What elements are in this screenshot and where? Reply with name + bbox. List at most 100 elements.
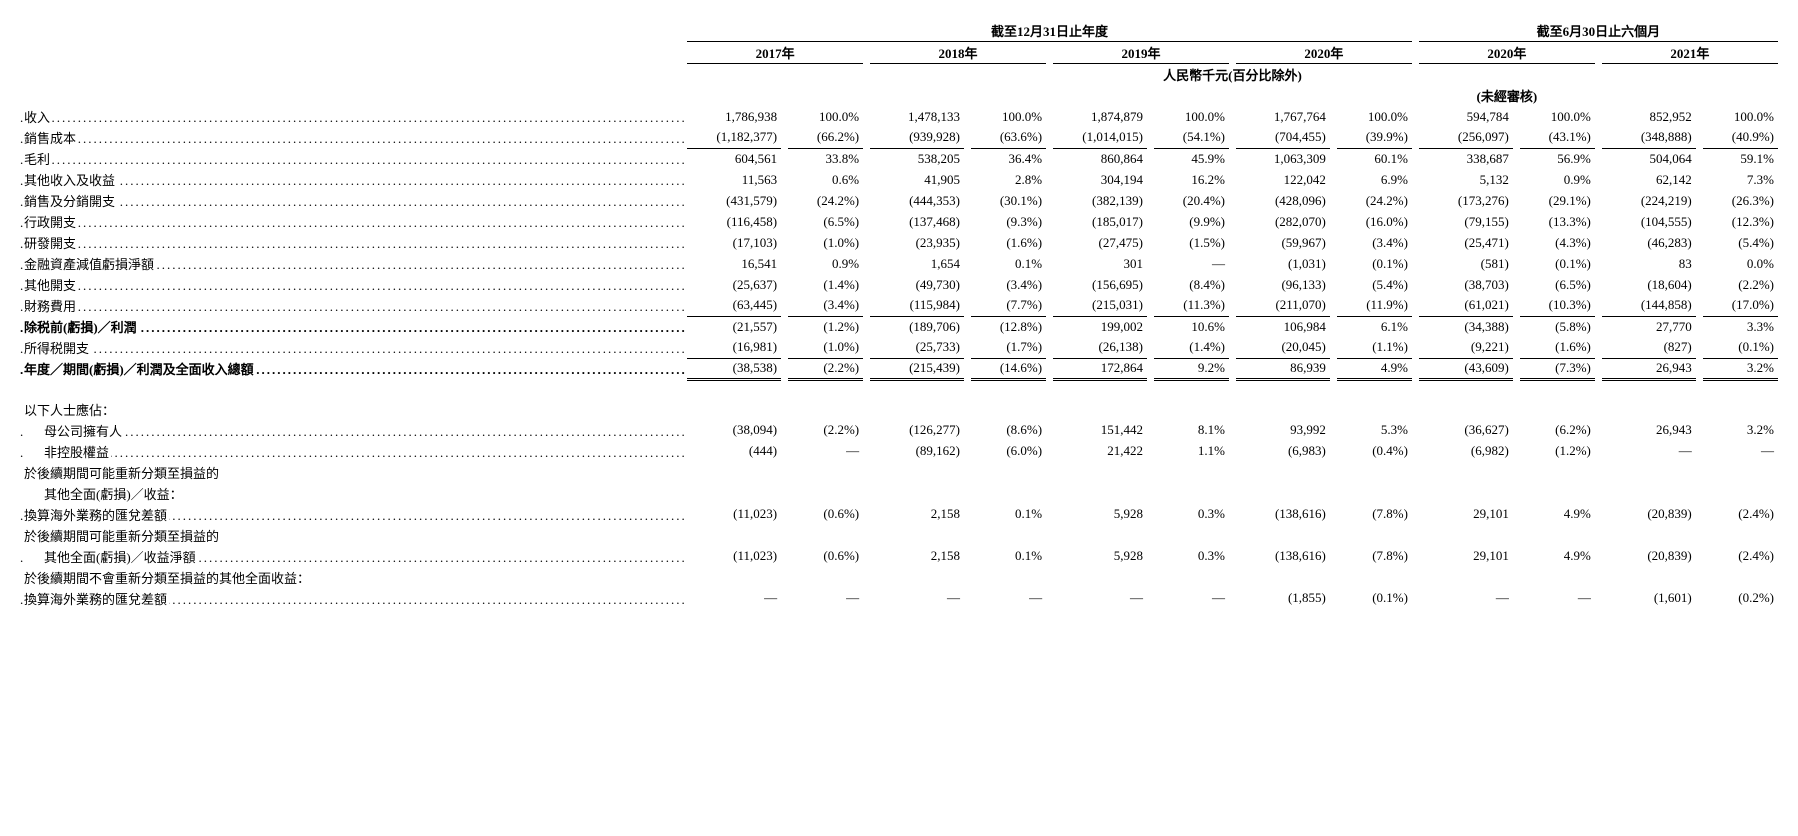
value-cell: (939,928) [870, 127, 964, 148]
pct-cell: (20.4%) [1154, 190, 1229, 211]
pct-cell [788, 567, 863, 588]
pct-cell [788, 525, 863, 546]
value-cell [870, 483, 964, 504]
value-cell [1053, 399, 1147, 420]
value-cell: (581) [1419, 253, 1513, 274]
value-cell: 26,943 [1602, 420, 1696, 441]
value-cell: 11,563 [687, 169, 781, 190]
pct-cell: (6.5%) [1520, 274, 1595, 295]
pct-cell: 60.1% [1337, 148, 1412, 169]
pct-cell: — [971, 588, 1046, 609]
value-cell: (79,155) [1419, 211, 1513, 232]
value-cell: (348,888) [1602, 127, 1696, 148]
value-cell: 304,194 [1053, 169, 1147, 190]
pct-cell [788, 399, 863, 420]
table-row: 毛利604,56133.8%538,20536.4%860,86445.9%1,… [20, 148, 1778, 169]
value-cell [870, 567, 964, 588]
row-label: 非控股權益 [20, 441, 687, 462]
table-row: 年度／期間(虧損)／利潤及全面收入總額(38,538)(2.2%)(215,43… [20, 358, 1778, 379]
pct-cell: 33.8% [788, 148, 863, 169]
pct-cell: 3.3% [1703, 316, 1778, 337]
value-cell [1053, 462, 1147, 483]
pct-cell: 0.9% [788, 253, 863, 274]
value-cell: (215,031) [1053, 295, 1147, 316]
pct-cell: 4.9% [1337, 358, 1412, 379]
pct-cell [1154, 525, 1229, 546]
value-cell: (224,219) [1602, 190, 1696, 211]
table-row [20, 379, 1778, 399]
table-row: 非控股權益(444)—(89,162)(6.0%)21,4221.1%(6,98… [20, 441, 1778, 462]
pct-cell: 100.0% [788, 106, 863, 127]
pct-cell: 0.6% [788, 169, 863, 190]
pct-cell: (14.6%) [971, 358, 1046, 379]
row-label: 其他全面(虧損)／收益淨額 [20, 546, 687, 567]
value-cell: 5,928 [1053, 504, 1147, 525]
row-label: 換算海外業務的匯兌差額 [20, 588, 687, 609]
pct-cell [1520, 462, 1595, 483]
table-row: 其他全面(虧損)／收益淨額(11,023)(0.6%)2,1580.1%5,92… [20, 546, 1778, 567]
pct-cell: 10.6% [1154, 316, 1229, 337]
value-cell [687, 567, 781, 588]
pct-cell: 0.1% [971, 504, 1046, 525]
pct-cell [971, 567, 1046, 588]
value-cell: 199,002 [1053, 316, 1147, 337]
pct-cell: (24.2%) [788, 190, 863, 211]
value-cell: (9,221) [1419, 337, 1513, 358]
row-label: 以下人士應佔： [20, 399, 687, 420]
value-cell [687, 399, 781, 420]
pct-cell: 100.0% [1337, 106, 1412, 127]
pct-cell: (3.4%) [1337, 232, 1412, 253]
value-cell: 338,687 [1419, 148, 1513, 169]
value-cell [870, 525, 964, 546]
pct-cell: 3.2% [1703, 358, 1778, 379]
value-cell: 5,132 [1419, 169, 1513, 190]
value-cell: (38,094) [687, 420, 781, 441]
row-label: 研發開支 [20, 232, 687, 253]
pct-cell [1337, 462, 1412, 483]
pct-cell: 100.0% [1154, 106, 1229, 127]
value-cell: (1,182,377) [687, 127, 781, 148]
pct-cell: (3.4%) [788, 295, 863, 316]
pct-cell [1703, 567, 1778, 588]
financial-table: 截至12月31日止年度 截至6月30日止六個月 2017年 2018年 2019… [20, 20, 1778, 609]
pct-cell: (13.3%) [1520, 211, 1595, 232]
row-label: 其他開支 [20, 274, 687, 295]
row-label: 銷售成本 [20, 127, 687, 148]
table-row: 除税前(虧損)／利潤(21,557)(1.2%)(189,706)(12.8%)… [20, 316, 1778, 337]
value-cell [687, 462, 781, 483]
pct-cell: (1.6%) [971, 232, 1046, 253]
value-cell: 93,992 [1236, 420, 1330, 441]
value-cell: (256,097) [1419, 127, 1513, 148]
value-cell: 2,158 [870, 546, 964, 567]
value-cell: (215,439) [870, 358, 964, 379]
pct-cell: (3.4%) [971, 274, 1046, 295]
pct-cell: — [788, 588, 863, 609]
value-cell: (27,475) [1053, 232, 1147, 253]
value-cell [1236, 399, 1330, 420]
pct-cell: (2.2%) [788, 420, 863, 441]
pct-cell: 0.0% [1703, 253, 1778, 274]
row-label: 所得税開支 [20, 337, 687, 358]
row-label: 年度／期間(虧損)／利潤及全面收入總額 [20, 358, 687, 379]
value-cell: 29,101 [1419, 546, 1513, 567]
value-cell: (6,983) [1236, 441, 1330, 462]
value-cell [1602, 567, 1696, 588]
value-cell: (18,604) [1602, 274, 1696, 295]
pct-cell: 0.9% [1520, 169, 1595, 190]
value-cell: 172,864 [1053, 358, 1147, 379]
table-row: 以下人士應佔： [20, 399, 1778, 420]
pct-cell: 6.9% [1337, 169, 1412, 190]
pct-cell: (43.1%) [1520, 127, 1595, 148]
value-cell: (20,839) [1602, 504, 1696, 525]
pct-cell [1154, 567, 1229, 588]
value-cell [1419, 399, 1513, 420]
value-cell: (21,557) [687, 316, 781, 337]
value-cell: (282,070) [1236, 211, 1330, 232]
pct-cell: 100.0% [1520, 106, 1595, 127]
pct-cell [971, 399, 1046, 420]
value-cell: (6,982) [1419, 441, 1513, 462]
row-label: 金融資產減值虧損淨額 [20, 253, 687, 274]
value-cell: 106,984 [1236, 316, 1330, 337]
pct-cell: (1.0%) [788, 232, 863, 253]
pct-cell: (0.1%) [1703, 337, 1778, 358]
